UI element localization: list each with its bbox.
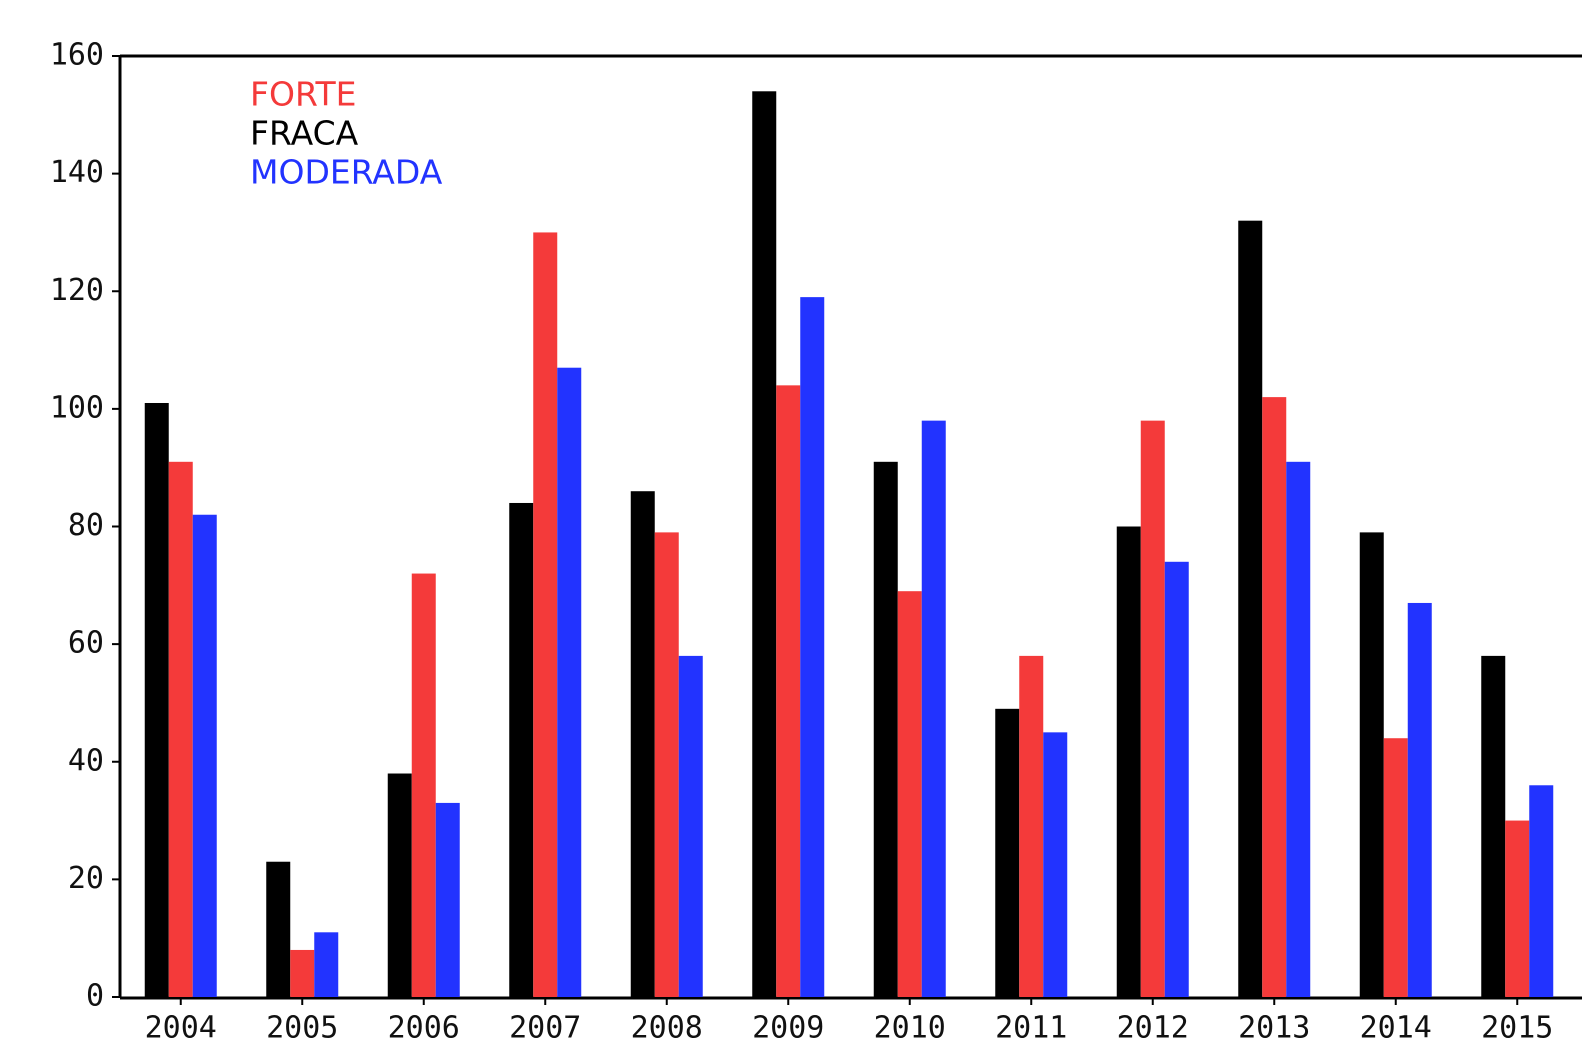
- bar: [1529, 785, 1554, 997]
- bar: [897, 591, 922, 997]
- bar: [873, 461, 898, 997]
- bar: [411, 573, 436, 997]
- y-tick-label: 140: [50, 155, 104, 190]
- x-tick-label: 2011: [995, 1011, 1067, 1046]
- x-tick-label: 2015: [1481, 1011, 1553, 1046]
- bar: [1383, 738, 1408, 997]
- y-tick-label: 40: [68, 743, 104, 778]
- x-tick-label: 2004: [145, 1011, 217, 1046]
- bar: [168, 461, 193, 997]
- bar: [387, 773, 412, 997]
- legend-entry: FORTE: [250, 75, 357, 114]
- bar: [1262, 397, 1287, 997]
- bar: [1505, 820, 1530, 997]
- y-tick-label: 60: [68, 626, 104, 661]
- x-tick-label: 2010: [874, 1011, 946, 1046]
- x-tick-label: 2012: [1117, 1011, 1189, 1046]
- bar: [1407, 602, 1432, 997]
- bar: [1359, 532, 1384, 997]
- x-tick-label: 2007: [509, 1011, 581, 1046]
- bar: [630, 491, 655, 997]
- bar: [1481, 655, 1506, 997]
- bar: [800, 297, 825, 998]
- legend-entry: MODERADA: [250, 153, 443, 192]
- bar: [654, 532, 679, 997]
- y-tick-label: 20: [68, 861, 104, 896]
- y-tick-label: 120: [50, 273, 104, 308]
- bar: [509, 502, 534, 997]
- y-tick-label: 80: [68, 508, 104, 543]
- y-tick-label: 160: [50, 38, 104, 73]
- y-tick-label: 0: [86, 979, 104, 1014]
- x-tick-label: 2008: [631, 1011, 703, 1046]
- bar: [144, 402, 169, 997]
- bar: [290, 949, 315, 997]
- bar: [678, 655, 703, 997]
- bar: [1286, 461, 1311, 997]
- bar: [752, 91, 777, 998]
- x-tick-label: 2005: [266, 1011, 338, 1046]
- bar: [557, 367, 582, 997]
- bar: [1116, 526, 1141, 997]
- legend-entry: FRACA: [250, 114, 359, 153]
- x-tick-label: 2013: [1238, 1011, 1310, 1046]
- bar: [1043, 732, 1068, 997]
- bar: [995, 708, 1020, 997]
- x-tick-label: 2014: [1360, 1011, 1432, 1046]
- bar: [1140, 420, 1165, 997]
- bar: [1164, 561, 1189, 997]
- bar: [314, 932, 339, 997]
- bar: [1019, 655, 1044, 997]
- bar: [776, 385, 801, 998]
- bar: [533, 232, 558, 997]
- bar: [1238, 220, 1263, 998]
- bar: [435, 802, 460, 997]
- x-tick-label: 2006: [388, 1011, 460, 1046]
- x-tick-label: 2009: [752, 1011, 824, 1046]
- bar: [266, 861, 291, 997]
- bar: [921, 420, 946, 997]
- y-tick-label: 100: [50, 390, 104, 425]
- bar: [192, 514, 217, 997]
